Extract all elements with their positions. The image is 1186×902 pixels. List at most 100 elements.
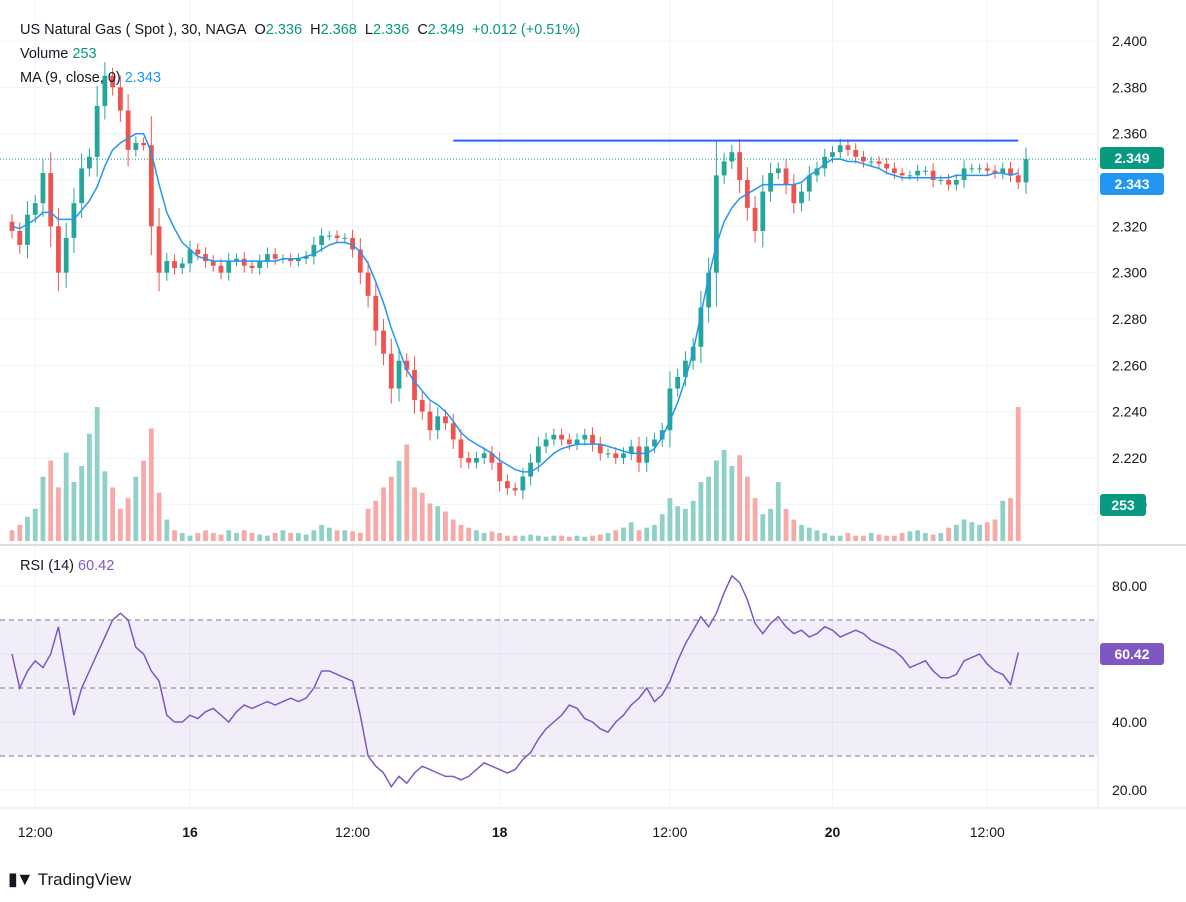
volume-bar <box>427 503 433 541</box>
volume-bar <box>342 530 348 541</box>
candle-body <box>899 173 905 176</box>
candle-body <box>582 434 588 440</box>
candle-body <box>288 258 294 262</box>
candle-body <box>295 258 301 262</box>
candle-body <box>907 175 913 177</box>
candle-body <box>868 161 874 163</box>
volume-bar <box>326 527 332 541</box>
candle-body <box>946 180 951 185</box>
ma-label: MA (9, close, 0) <box>20 70 121 86</box>
volume-bar <box>381 487 386 541</box>
rsi-badge: 60.42 <box>1100 643 1164 665</box>
candle-body <box>1000 168 1006 174</box>
volume-bar <box>737 455 743 541</box>
volume-bar <box>721 449 727 541</box>
time-axis[interactable]: 12:00 16 12:00 18 12:00 20 12:00 <box>18 824 1005 840</box>
candle-body <box>930 170 936 180</box>
candle-body <box>652 439 657 447</box>
candle-body <box>481 453 487 458</box>
candle-body <box>357 249 363 273</box>
price-tick-label: 2.300 <box>1112 265 1147 281</box>
time-tick-label: 20 <box>825 824 841 840</box>
volume-bar <box>17 524 23 541</box>
time-tick-label: 16 <box>182 824 198 840</box>
volume-bar <box>272 532 278 541</box>
volume-bar <box>984 522 990 541</box>
volume-bar <box>203 530 208 541</box>
volume-bar <box>752 498 758 541</box>
candle-body <box>148 145 154 227</box>
volume-bar <box>195 532 201 541</box>
price-tick-label: 2.260 <box>1112 357 1147 373</box>
rsi-legend[interactable]: RSI (14) 60.42 <box>20 557 114 575</box>
volume-bar <box>295 532 301 541</box>
volume-bar <box>683 508 688 541</box>
ma-price-badge-text: 2.343 <box>1114 176 1149 192</box>
candle-body <box>427 411 433 431</box>
candle-body <box>102 75 108 106</box>
volume-bar <box>760 514 766 541</box>
candle-body <box>497 462 503 482</box>
candle-body <box>435 416 441 431</box>
volume-bar <box>179 532 185 541</box>
symbol-name[interactable]: US Natural Gas ( Spot ), 30, NAGA <box>20 22 247 38</box>
price-tick-label: 2.400 <box>1112 33 1147 49</box>
candle-body <box>814 168 820 176</box>
candle-body <box>133 142 139 150</box>
candles <box>9 62 1029 500</box>
candle-body <box>489 453 495 463</box>
candle-body <box>311 244 317 257</box>
candle-body <box>551 434 557 440</box>
volume-bar <box>861 535 866 541</box>
volume-bar <box>25 516 30 541</box>
volume-bar <box>1000 500 1006 541</box>
volume-bar <box>590 535 595 541</box>
candle-body <box>388 353 394 389</box>
candle-body <box>953 180 959 185</box>
volume-bar <box>311 530 317 541</box>
volume-bar <box>582 536 588 541</box>
volume-bar <box>559 535 564 541</box>
volume-bar <box>187 535 193 541</box>
symbol-legend[interactable]: US Natural Gas ( Spot ), 30, NAGA O2.336… <box>20 21 580 39</box>
candle-body <box>830 152 835 157</box>
volume-bar <box>156 492 162 541</box>
candle-body <box>241 258 247 266</box>
price-axis[interactable]: 2.4002.3802.3602.3402.3202.3002.2802.260… <box>1112 33 1147 512</box>
candle-body <box>125 110 131 150</box>
price-grid <box>0 0 1098 808</box>
volume-bar <box>837 535 843 541</box>
candle-body <box>265 254 270 262</box>
volume-bar <box>334 530 340 541</box>
change-value: +0.012 (+0.51%) <box>472 22 581 38</box>
candle-body <box>853 149 859 157</box>
volume-bar <box>404 444 410 541</box>
tradingview-brand[interactable]: ▮▼ TradingView <box>8 869 131 890</box>
volume-bar <box>659 514 665 541</box>
volume-bar <box>783 508 789 541</box>
volume-legend[interactable]: Volume 253 <box>20 45 97 63</box>
volume-bar <box>528 534 534 541</box>
volume-bar <box>148 428 154 541</box>
ma-legend[interactable]: MA (9, close, 0) 2.343 <box>20 69 161 87</box>
candle-body <box>450 423 456 440</box>
candle-body <box>71 203 77 238</box>
volume-bar <box>210 532 216 541</box>
candle-body <box>775 168 781 174</box>
volume-bar <box>806 527 812 541</box>
candle-body <box>559 434 564 440</box>
volume-bar <box>907 531 913 541</box>
candle-body <box>303 256 309 259</box>
high-label: H <box>310 22 321 38</box>
candle-body <box>79 168 85 204</box>
candle-body <box>156 226 162 273</box>
volume-bar <box>1008 498 1013 541</box>
volume-bar <box>40 476 46 541</box>
candle-body <box>412 369 417 401</box>
candle-body <box>667 388 673 431</box>
low-value: 2.336 <box>372 22 410 38</box>
candle-body <box>365 272 371 296</box>
candle-body <box>729 152 735 162</box>
